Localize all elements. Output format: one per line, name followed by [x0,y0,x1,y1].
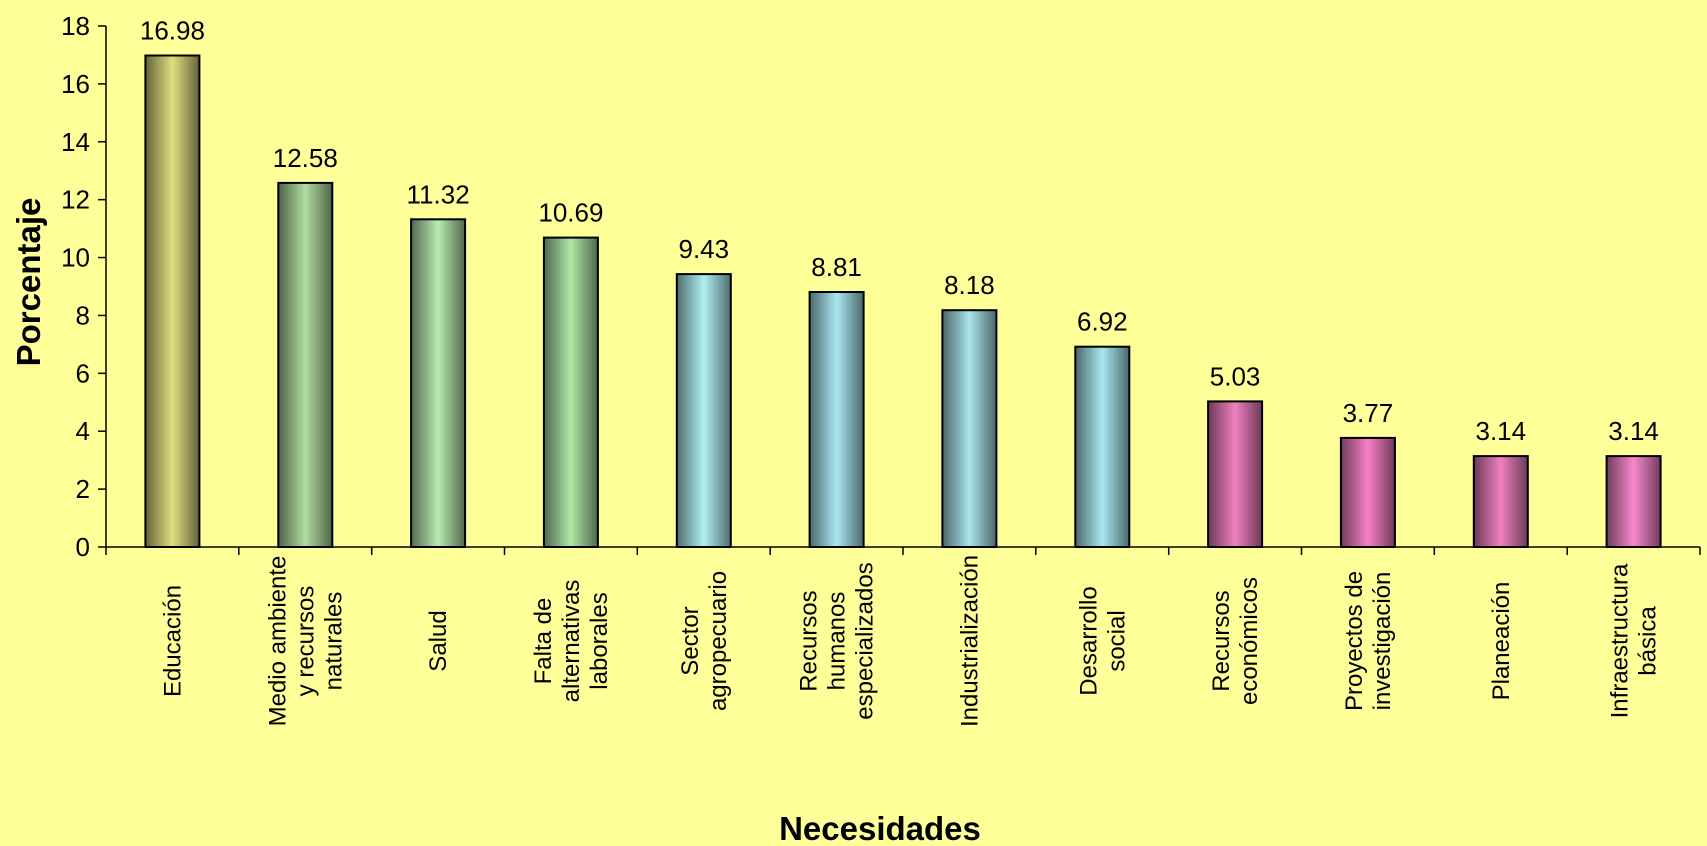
axes-layer: 0 2 4 6 8 10 12 14 16 18 [61,11,1701,562]
data-label: 5.03 [1210,361,1261,391]
y-tick-label: 8 [76,300,90,330]
labels-layer: 16.98 Educación 12.58 Medio ambientey recur… [140,16,1662,728]
svg-text:Salud: Salud [425,610,452,671]
y-tick-label: 14 [61,127,90,157]
data-label: 8.18 [944,270,995,300]
category-label: Infraestructurabásica [1607,563,1662,718]
y-axis-title: Porcentaje [10,198,47,367]
svg-text:Recursoseconómicos: Recursoseconómicos [1208,577,1263,705]
y-tick-label: 6 [76,358,90,388]
svg-text:Planeación: Planeación [1488,582,1515,701]
bar [1207,400,1264,548]
y-tick-label: 2 [76,474,90,504]
data-label: 11.32 [407,179,470,209]
bar [1339,436,1396,548]
bar [941,309,998,549]
category-label: Desarrollosocial [1075,586,1130,695]
bar [542,236,599,548]
data-label: 8.81 [811,252,862,282]
category-label: Industrialización [956,555,983,727]
svg-text:Sectoragropecuario: Sectoragropecuario [677,571,732,711]
data-label: 3.14 [1475,416,1526,446]
category-label: Planeación [1488,582,1515,701]
category-label: Medio ambientey recursosnaturales [264,556,347,727]
category-label: Educación [159,585,186,697]
bars-layer [144,54,1662,549]
category-label: Sectoragropecuario [677,571,732,711]
svg-text:Medio ambientey recursosnatura: Medio ambientey recursosnaturales [264,556,347,727]
bar [277,181,334,548]
y-tick-label: 0 [76,532,90,562]
category-label: Proyectos deinvestigación [1341,571,1396,711]
bar [675,273,732,548]
category-label: Recursoshumanosespecializados [796,562,879,719]
bar [808,291,865,548]
y-tick-label: 18 [61,11,90,41]
data-label: 3.14 [1608,416,1659,446]
y-tick-label: 12 [61,185,90,215]
y-tick-label: 4 [76,416,90,446]
category-label: Falta dealternativaslaborales [530,580,613,703]
svg-text:Industrialización: Industrialización [956,555,983,727]
data-label: 6.92 [1077,307,1128,337]
bar [1472,455,1529,549]
data-label: 12.58 [273,143,338,173]
bar [144,54,201,548]
x-axis-title: Necesidades [779,810,981,846]
y-tick-label: 10 [61,243,90,273]
data-label: 16.98 [140,16,205,46]
svg-text:Recursoshumanosespecializados: Recursoshumanosespecializados [796,562,879,719]
svg-text:Educación: Educación [159,585,186,697]
y-tick-label: 16 [61,69,90,99]
bar [1605,455,1662,549]
svg-text:Desarrollosocial: Desarrollosocial [1075,586,1130,695]
svg-text:Falta dealternativaslaborales: Falta dealternativaslaborales [530,580,613,703]
data-label: 9.43 [678,234,729,264]
data-label: 3.77 [1343,398,1394,428]
bar [1074,345,1131,549]
category-label: Recursoseconómicos [1208,577,1263,705]
category-label: Salud [425,610,452,671]
data-label: 10.69 [538,198,603,228]
svg-text:Infraestructurabásica: Infraestructurabásica [1607,563,1662,718]
bar [410,218,467,549]
svg-text:Proyectos deinvestigación: Proyectos deinvestigación [1341,571,1396,711]
